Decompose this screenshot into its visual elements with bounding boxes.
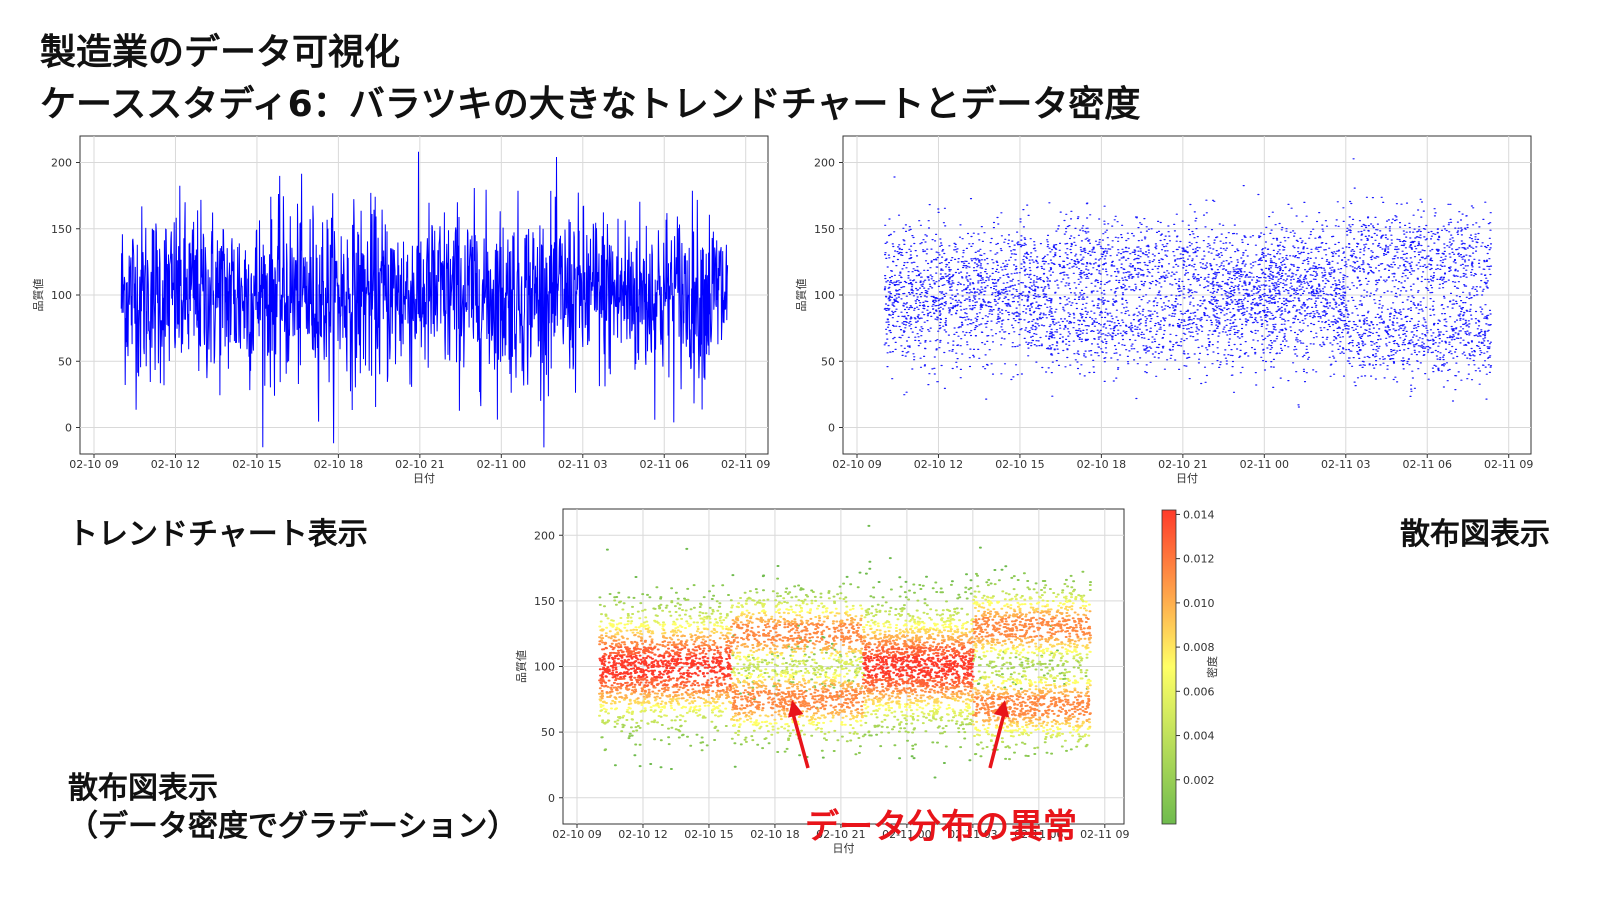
chart-0-y-tick-label: 0 <box>65 422 72 435</box>
chart-1-x-tick-label: 02-10 12 <box>914 458 963 471</box>
chart-1-x-tick-label: 02-10 09 <box>832 458 881 471</box>
chart-0-x-tick-label: 02-10 12 <box>151 458 200 471</box>
density-caption-line2: （データ密度でグラデーション） <box>68 809 518 844</box>
scatter-series-points <box>883 158 1493 408</box>
chart-2-x-tick-label: 02-10 18 <box>750 828 799 841</box>
chart-2-x-tick-label: 02-11 06 <box>1014 828 1063 841</box>
chart-2-y-tick-label: 150 <box>534 595 555 608</box>
colorbar-tick-label: 0.002 <box>1183 774 1215 787</box>
trend-chart-caption: トレンドチャート表示 <box>68 517 368 552</box>
colorbar <box>1161 509 1177 825</box>
chart-2-x-tick-label: 02-10 15 <box>684 828 733 841</box>
chart-0-x-tick-label: 02-11 09 <box>721 458 770 471</box>
chart-2-y-tick-label: 0 <box>548 792 555 805</box>
scatter-chart-caption: 散布図表示 <box>1400 517 1550 552</box>
chart-2-x-tick-label: 02-10 21 <box>816 828 865 841</box>
chart-2-x-tick-label: 02-11 09 <box>1080 828 1129 841</box>
chart-1-x-tick-label: 02-11 00 <box>1240 458 1289 471</box>
density-series-points <box>598 645 975 688</box>
chart-0-x-tick-label: 02-11 03 <box>558 458 607 471</box>
density-caption-line1: 散布図表示 <box>68 771 218 806</box>
chart-0-x-tick-label: 02-11 06 <box>640 458 689 471</box>
chart-1-x-tick-label: 02-10 15 <box>995 458 1044 471</box>
density-series-points <box>598 605 1092 728</box>
colorbar-tick-label: 0.012 <box>1183 553 1215 566</box>
chart-2-x-tick-label: 02-11 03 <box>948 828 997 841</box>
chart-2-x-tick-label: 02-10 12 <box>618 828 667 841</box>
chart-2-y-tick-label: 200 <box>534 529 555 542</box>
chart-1-x-tick-label: 02-11 03 <box>1321 458 1370 471</box>
anomaly-annotation: データ分布の異常 <box>805 807 1077 847</box>
density-series-points <box>605 524 1089 779</box>
chart-0-y-axis-label: 品質値 <box>31 279 45 312</box>
trend-series-line <box>120 151 729 448</box>
chart-0-x-tick-label: 02-10 21 <box>395 458 444 471</box>
chart-2-y-tick-label: 50 <box>541 726 555 739</box>
colorbar-label: 密度 <box>1205 656 1219 678</box>
colorbar-tick-label: 0.010 <box>1183 597 1215 610</box>
chart-1-x-tick-label: 02-11 09 <box>1484 458 1533 471</box>
chart-2-x-axis-label: 日付 <box>833 842 855 855</box>
chart-1-y-tick-label: 200 <box>814 157 835 170</box>
chart-1-y-tick-label: 50 <box>821 355 835 368</box>
chart-0-x-tick-label: 02-11 00 <box>477 458 526 471</box>
chart-0-x-axis-label: 日付 <box>413 472 435 485</box>
chart-1-y-tick-label: 0 <box>828 422 835 435</box>
anomaly-arrow-head <box>993 700 1010 718</box>
chart-1-y-axis-label: 品質値 <box>794 279 808 312</box>
chart-0-y-tick-label: 200 <box>51 157 72 170</box>
chart-2-y-axis-label: 品質値 <box>514 650 528 683</box>
chart-1-y-tick-label: 100 <box>814 289 835 302</box>
chart-0-x-tick-label: 02-10 15 <box>232 458 281 471</box>
colorbar-tick-label: 0.008 <box>1183 641 1215 654</box>
chart-0-y-tick-label: 100 <box>51 289 72 302</box>
density-series-points <box>598 610 1093 723</box>
chart-1-x-axis-label: 日付 <box>1176 472 1198 485</box>
chart-2-x-tick-label: 02-11 00 <box>882 828 931 841</box>
anomaly-arrow <box>790 709 810 769</box>
chart-2-y-tick-label: 100 <box>534 661 555 674</box>
page-title: 製造業のデータ可視化 <box>40 32 401 73</box>
density-series-points <box>598 600 1092 733</box>
chart-1-x-tick-label: 02-10 18 <box>1077 458 1126 471</box>
density-series-points <box>598 654 975 679</box>
anomaly-arrow-head <box>788 700 804 718</box>
chart-0-x-tick-label: 02-10 09 <box>69 458 118 471</box>
chart-2-x-tick-label: 02-10 09 <box>552 828 601 841</box>
chart-0-y-tick-label: 150 <box>51 223 72 236</box>
page-subtitle: ケーススタディ6：バラツキの大きなトレンドチャートとデータ密度 <box>40 84 1141 125</box>
colorbar-tick-label: 0.006 <box>1183 685 1215 698</box>
anomaly-arrow <box>988 709 1007 769</box>
chart-1-y-tick-label: 150 <box>814 223 835 236</box>
chart-1-x-tick-label: 02-10 21 <box>1158 458 1207 471</box>
colorbar-tick-label: 0.014 <box>1183 508 1215 521</box>
density-series-points <box>600 590 1089 743</box>
chart-1-x-tick-label: 02-11 06 <box>1403 458 1452 471</box>
chart-0-x-tick-label: 02-10 18 <box>314 458 363 471</box>
chart-0-y-tick-label: 50 <box>58 355 72 368</box>
density-chart-caption: 散布図表示 （データ密度でグラデーション） <box>68 770 517 846</box>
density-series-points <box>598 595 1091 738</box>
colorbar-tick-label: 0.004 <box>1183 730 1215 743</box>
